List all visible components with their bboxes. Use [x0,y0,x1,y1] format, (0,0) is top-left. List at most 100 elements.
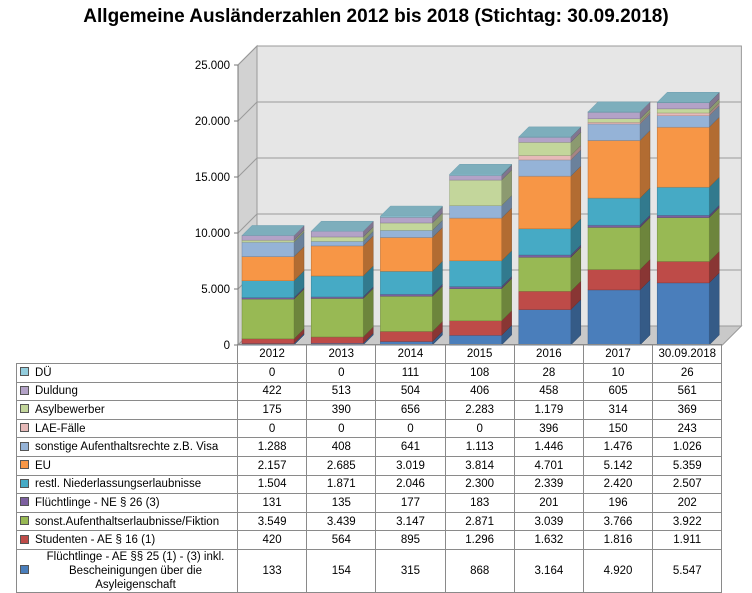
table-cell: 201 [513,493,584,513]
bar-segment [241,298,295,340]
table-cell: 2.871 [444,511,515,532]
bar-segment [449,286,502,289]
series-name: restl. Niederlassungserlaubnisse [35,478,202,491]
table-cell: 1.288 [236,437,308,457]
table-corner [16,344,238,364]
bar-segment [310,241,364,247]
bar-segment [518,142,572,156]
table-cell: 1.504 [236,474,308,495]
table-cell: 1.911 [652,530,723,550]
bar-segment-side [708,116,720,188]
series-label: restl. Niederlassungserlaubnisse [16,474,238,495]
bar-segment [241,256,295,281]
bar-segment [656,282,710,346]
gridline [237,45,742,66]
table-cell: 3.147 [375,511,446,532]
bar-top [587,101,651,113]
table-cell: 1.816 [582,530,654,550]
bar-segment [518,136,572,143]
table-cell: 2.685 [306,455,377,476]
table-cell: 0 [444,418,515,439]
bar-segment [449,260,502,287]
table-cell: 605 [582,381,654,402]
bar-segment [656,126,710,188]
bar-segment [380,293,433,297]
bar-segment [310,298,364,338]
data-table: 2012 2013 2014 2015 2016 2017 30.09.2018 DÜ 0 0 11… [16,344,723,593]
bar-segment [518,256,572,292]
gridline [237,101,742,122]
table-cell: 5.142 [582,455,654,476]
bar-segment [656,186,710,216]
legend-swatch [20,423,29,433]
table-cell: 175 [236,400,308,420]
table-cell: 2.046 [375,474,446,495]
series-label: Asylbewerber [16,400,238,420]
table-cell: 513 [306,381,377,402]
series-label: sonst.Aufenthaltserlaubnisse/Fiktion [16,511,238,532]
table-cell: 0 [306,363,377,383]
category-label: 2013 [306,344,377,364]
bar-segment [656,217,710,262]
bar-segment [310,275,364,298]
table-cell: 1.632 [513,530,584,550]
table-cell: 243 [652,418,723,439]
bar-segment [310,336,364,344]
table-row: LAE-Fälle 0 0 0 0 396 150 243 [16,418,723,439]
category-label: 2015 [444,344,515,364]
bar-segment [380,230,433,238]
category-label: 30.09.2018 [652,344,723,364]
bar-segment-side [639,129,651,199]
legend-swatch [20,460,29,470]
bar-top [310,220,374,232]
bar-segment [587,227,641,270]
bar-segment [310,245,364,277]
bar-segment [518,254,572,258]
table-cell: 133 [236,548,308,593]
table-row: Asylbewerber 175 390 656 2.283 1.179 314 369 [16,400,723,420]
bar-segment [587,122,641,125]
table-cell: 3.039 [513,511,584,532]
table-cell: 2.300 [444,474,515,495]
series-label: Studenten - AE § 16 (1) [16,530,238,550]
table-cell: 1.026 [652,437,723,457]
table-cell: 2.339 [513,474,584,495]
legend-swatch [20,367,29,377]
legend-swatch [20,516,29,526]
table-cell: 1.113 [444,437,515,457]
bar-top [656,92,720,103]
bar-top [518,126,582,138]
series-name: Flüchtlinge - AE §§ 25 (1) - (3) inkl. B… [46,550,225,591]
table-cell: 4.701 [513,455,584,476]
bar-segment [380,222,433,231]
table-cell: 177 [375,493,446,513]
bar-segment [241,280,295,298]
table-cell: 1.476 [582,437,654,457]
table-cell: 135 [306,493,377,513]
table-cell: 3.766 [582,511,654,532]
table-cell: 641 [375,437,446,457]
bar-segment [518,175,572,230]
table-cell: 3.439 [306,511,377,532]
bar-segment [587,269,641,291]
bar-segment [380,295,433,332]
bar-segment [449,175,502,181]
bar-segment [656,102,710,110]
table-cell: 3.549 [236,511,308,532]
series-name: EU [35,459,51,472]
bar-segment [449,320,502,336]
bar-segment [518,291,572,310]
bar-segment-side [570,165,582,230]
bar-segment [587,289,641,346]
table-cell: 1.296 [444,530,515,550]
table-cell: 390 [306,400,377,420]
table-row: Studenten - AE § 16 (1) 420 564 895 1.296 1.6… [16,530,723,550]
category-label: 2014 [375,344,446,364]
bar-segment [449,179,502,206]
bar-segment [380,331,433,342]
table-cell: 202 [652,493,723,513]
table-cell: 196 [582,493,654,513]
table-cell: 369 [652,400,723,420]
table-row: Duldung 422 513 504 406 458 605 561 [16,381,723,402]
table-row: Flüchtlinge - AE §§ 25 (1) - (3) inkl. B… [16,548,723,593]
